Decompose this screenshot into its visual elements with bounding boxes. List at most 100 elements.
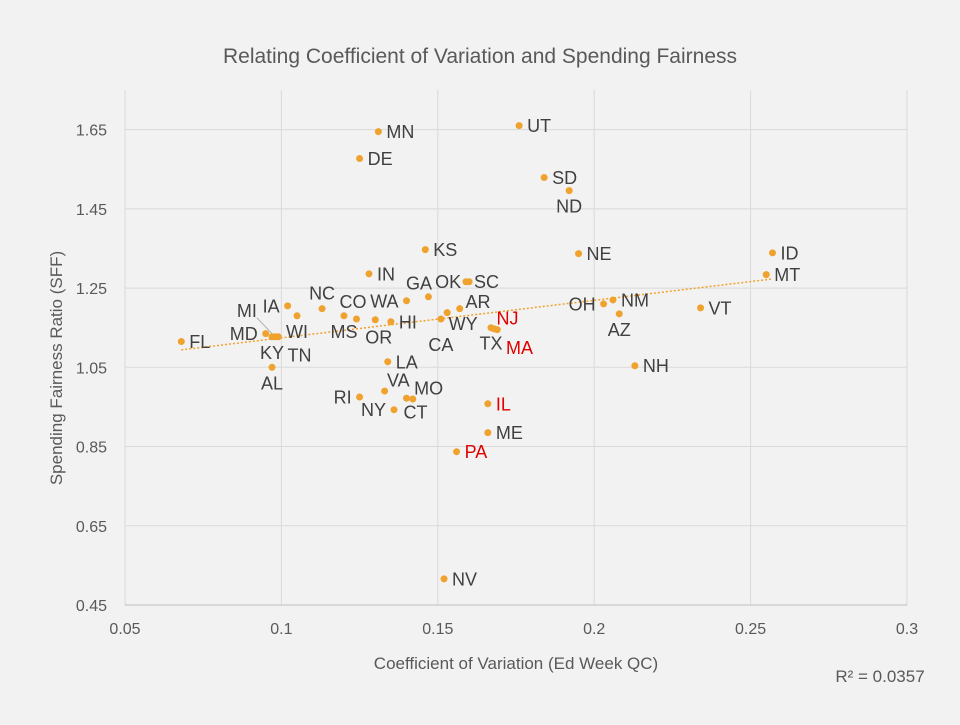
data-point-mo [409, 395, 417, 403]
trendline [181, 278, 773, 351]
data-point-oh [600, 300, 608, 308]
x-axis-label: Coefficient of Variation (Ed Week QC) [374, 654, 658, 673]
data-point-tn [274, 333, 282, 341]
y-tick-label: 1.25 [76, 281, 107, 298]
data-point-fl [177, 338, 185, 346]
data-points [177, 122, 776, 583]
data-point-nv [440, 575, 448, 583]
data-label-fl: FL [189, 332, 210, 352]
data-label-sd: SD [552, 168, 577, 188]
data-label-me: ME [496, 423, 523, 443]
data-label-sc: SC [474, 272, 499, 292]
data-point-al [268, 363, 276, 371]
data-label-ut: UT [527, 116, 551, 136]
data-point-ut [515, 122, 523, 130]
data-label-ny: NY [361, 400, 386, 420]
data-point-wy [443, 309, 451, 317]
data-point-ct [403, 394, 411, 402]
y-tick-label: 1.05 [76, 360, 107, 377]
data-point-ms [340, 312, 348, 320]
data-point-ny [390, 406, 398, 414]
data-label-nm: NM [621, 290, 649, 310]
data-label-tx: TX [479, 334, 502, 354]
y-axis-label: Spending Fairness Ratio (SFF) [47, 251, 66, 485]
data-label-ks: KS [433, 240, 457, 260]
data-label-ga: GA [406, 273, 432, 293]
data-label-az: AZ [608, 320, 631, 340]
data-point-hi [387, 318, 395, 326]
data-point-me [484, 429, 492, 437]
data-label-va: VA [387, 371, 410, 391]
data-label-mi: MI [237, 301, 257, 321]
data-point-ri [356, 393, 364, 401]
x-tick-label: 0.05 [109, 621, 140, 638]
y-tick-label: 1.65 [76, 123, 107, 140]
data-point-va [381, 387, 389, 395]
data-point-md [262, 330, 270, 338]
data-point-or [352, 315, 360, 323]
data-point-mn [374, 128, 382, 136]
data-label-la: LA [396, 352, 418, 372]
data-label-hi: HI [399, 312, 417, 332]
data-label-vt: VT [709, 298, 732, 318]
y-tick-label: 0.85 [76, 440, 107, 457]
data-label-nd: ND [556, 197, 582, 217]
data-point-in [365, 270, 373, 278]
data-point-ne [575, 250, 583, 258]
data-label-al: AL [261, 373, 283, 393]
data-label-ri: RI [334, 388, 352, 408]
data-point-ks [421, 246, 429, 254]
data-point-ga [424, 293, 432, 301]
data-point-ma [493, 326, 501, 334]
data-point-de [356, 155, 364, 163]
data-label-mt: MT [774, 265, 800, 285]
data-label-mo: MO [414, 379, 443, 399]
data-point-ia [284, 302, 292, 310]
data-label-wy: WY [449, 314, 478, 334]
x-tick-label: 0.2 [583, 621, 605, 638]
x-tick-label: 0.1 [270, 621, 292, 638]
data-label-ca: CA [428, 335, 453, 355]
data-label-ma: MA [506, 338, 533, 358]
data-point-co [371, 316, 379, 324]
data-point-pa [453, 448, 461, 456]
data-label-ne: NE [587, 244, 612, 264]
data-point-mt [762, 271, 770, 279]
data-label-nc: NC [309, 284, 335, 304]
r-squared-label: R² = 0.0357 [835, 667, 924, 686]
data-point-ar [456, 305, 464, 313]
x-tick-label: 0.25 [735, 621, 766, 638]
data-label-oh: OH [569, 294, 596, 314]
data-label-pa: PA [465, 442, 488, 462]
data-label-ok: OK [435, 272, 461, 292]
data-label-ar: AR [466, 292, 491, 312]
data-label-ia: IA [263, 296, 280, 316]
data-point-wi [293, 312, 301, 320]
data-label-nh: NH [643, 356, 669, 376]
y-tick-label: 0.65 [76, 519, 107, 536]
data-label-wa: WA [370, 291, 398, 311]
y-tick-label: 0.45 [76, 598, 107, 615]
data-point-nc [318, 305, 326, 313]
data-point-ok [465, 278, 473, 286]
data-point-nd [565, 187, 573, 195]
data-label-in: IN [377, 264, 395, 284]
data-point-wa [403, 297, 411, 305]
data-point-nh [631, 362, 639, 370]
data-point-sd [540, 174, 548, 182]
data-label-ky: KY [260, 343, 284, 363]
data-label-id: ID [780, 243, 798, 263]
chart-title: Relating Coefficient of Variation and Sp… [223, 45, 737, 68]
data-point-la [384, 358, 392, 366]
data-point-ca [437, 315, 445, 323]
data-label-il: IL [496, 394, 511, 414]
data-label-ms: MS [330, 322, 357, 342]
data-label-wi: WI [286, 322, 308, 342]
data-label-ct: CT [403, 403, 427, 423]
data-label-co: CO [339, 292, 366, 312]
data-point-vt [697, 304, 705, 312]
y-tick-label: 1.45 [76, 202, 107, 219]
x-tick-label: 0.3 [896, 621, 918, 638]
